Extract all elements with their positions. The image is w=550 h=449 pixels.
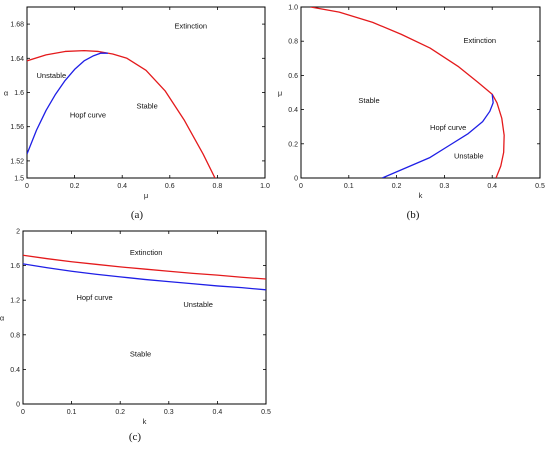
y-axis-label: α [4,89,9,98]
region-label-stable: Stable [358,96,379,105]
y-tick-label: 1.64 [10,56,24,63]
x-tick-label: 0.1 [67,409,77,416]
x-tick-label: 1.0 [260,183,270,190]
x-tick-label: 0.2 [392,183,402,190]
region-label-stable: Stable [130,349,151,358]
x-tick-label: 0 [21,409,25,416]
panel-caption: (c) [129,431,142,443]
region-label-hopf-curve: Hopf curve [70,110,106,119]
region-label-extinction: Extinction [130,248,163,257]
x-tick-label: 0.5 [535,183,545,190]
x-axis-label: k [143,417,147,426]
x-tick-label: 0.4 [213,409,223,416]
y-tick-label-extra: 1.5 [14,176,24,183]
plot-frame [26,6,266,179]
y-axis-label: α [0,314,5,323]
y-tick-label: 0.4 [288,107,298,114]
region-label-stable: Stable [136,102,157,111]
y-tick-label: 2 [16,229,20,236]
region-label-extinction: Extinction [175,21,208,30]
panel-caption: (b) [407,209,420,221]
x-tick-label: 0.4 [487,183,497,190]
x-tick-label: 0.5 [261,409,271,416]
panel-c: 0 0.1 0.2 0.3 0.4 0.5 0 0.4 0.8 1.2 1.6 2 k α Extincti… [0,229,271,444]
x-tick-label: 0.2 [70,183,80,190]
x-tick-label: 0 [299,183,303,190]
x-tick-label: 0.8 [213,183,223,190]
y-tick-label: 1.0 [288,5,298,12]
region-label-unstable: Unstable [183,300,213,309]
boundary-curve-red [23,254,266,280]
region-label-hopf-curve: Hopf curve [76,293,112,302]
x-tick-label: 0.1 [344,183,354,190]
x-tick-label: 0 [25,183,29,190]
y-tick-label: 1.56 [10,124,24,131]
y-tick-label: 0 [16,402,20,409]
y-tick-label: 0.2 [288,141,298,148]
boundary-curve-red [27,49,216,178]
plot-frame [300,6,541,179]
region-label-unstable: Unstable [454,151,484,160]
y-tick-label: 1.2 [10,298,20,305]
y-tick-label: 1.6 [14,90,24,97]
x-tick-label: 0.2 [115,409,125,416]
x-axis-label: k [419,191,423,200]
panel-caption: (a) [131,209,144,221]
hopf-curve-blue [23,263,266,291]
region-label-hopf-curve: Hopf curve [430,123,466,132]
y-tick-label: 1.68 [10,22,24,29]
y-tick-label: 0.6 [288,73,298,80]
y-tick-label: 0.8 [10,332,20,339]
x-axis-label: μ [144,191,148,200]
x-tick-label: 0.3 [164,409,174,416]
y-tick-label: 0.4 [10,367,20,374]
hopf-curve-blue [27,52,108,155]
y-tick-label: 1.52 [10,158,24,165]
panel-a: 0 0.2 0.4 0.6 0.8 1.0 1.52 1.56 1.6 1.64 1.68 1.5 μ α… [4,6,270,221]
y-tick-label: 1.6 [10,263,20,270]
y-tick-label: 0.8 [288,39,298,46]
y-tick-label: 0 [294,176,298,183]
region-label-extinction: Extinction [464,36,497,45]
panel-b: 0 0.1 0.2 0.3 0.4 0.5 0 0.2 0.4 0.6 0.8 1.0 k μ Extinc… [278,5,545,222]
x-tick-label: 0.3 [440,183,450,190]
plot-frame [22,230,267,405]
region-label-unstable: Unstable [37,71,67,80]
x-tick-label: 0.6 [165,183,175,190]
hopf-curve-blue [382,94,494,178]
x-tick-label: 0.4 [117,183,127,190]
boundary-curve-red [310,7,505,178]
y-axis-label: μ [278,89,282,98]
